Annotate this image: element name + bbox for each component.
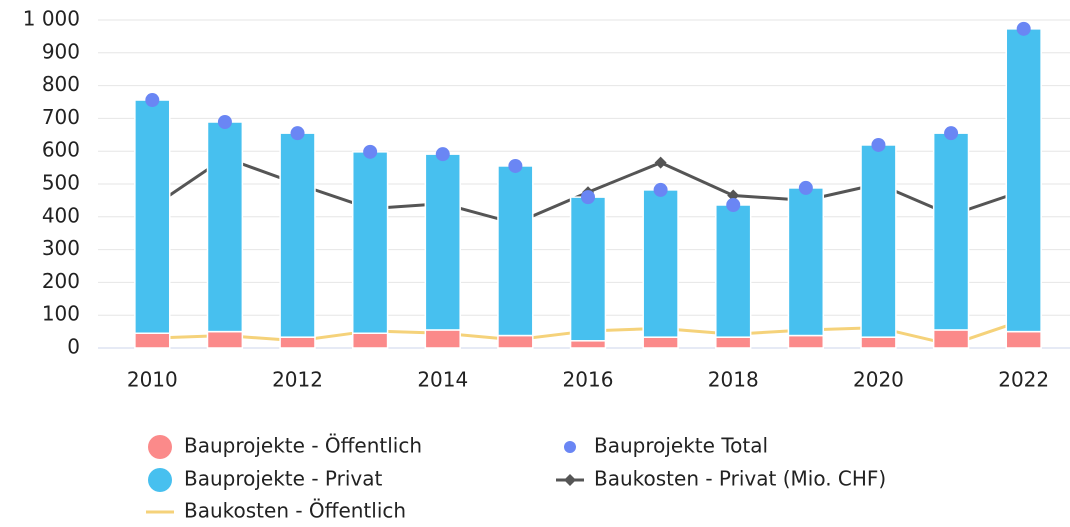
- bar: [715, 336, 752, 349]
- x-tick-label: 2018: [708, 368, 759, 392]
- bar: [279, 336, 316, 349]
- total-dot: [1016, 21, 1031, 36]
- bar: [134, 99, 171, 334]
- y-tick-label: 600: [42, 138, 80, 162]
- total-dot: [435, 147, 450, 162]
- x-tick-label: 2020: [853, 368, 904, 392]
- legend-marker: [148, 468, 172, 492]
- x-tick-label: 2016: [563, 368, 614, 392]
- total-dot: [363, 144, 378, 159]
- total-dot: [145, 93, 160, 108]
- bar: [1005, 330, 1042, 349]
- y-tick-label: 300: [42, 236, 80, 260]
- x-tick-label: 2012: [272, 368, 323, 392]
- legend-marker: [564, 441, 576, 453]
- total-dot: [798, 180, 813, 195]
- bar: [932, 132, 970, 331]
- x-tick-label: 2022: [998, 368, 1049, 392]
- y-tick-label: 200: [42, 269, 80, 293]
- total-dot: [508, 158, 523, 173]
- legend-marker: [564, 474, 576, 486]
- line-marker: [727, 189, 740, 202]
- bar: [569, 340, 607, 349]
- bar: [787, 334, 825, 349]
- bar: [351, 332, 389, 349]
- bar: [206, 330, 244, 349]
- y-tick-label: 0: [67, 335, 80, 359]
- bar: [569, 196, 607, 342]
- bar: [279, 132, 316, 338]
- legend-label: Bauprojekte Total: [594, 434, 768, 458]
- bar: [497, 165, 534, 337]
- bar: [642, 189, 679, 338]
- bar: [351, 151, 389, 334]
- y-tick-label: 700: [42, 105, 80, 129]
- bar: [134, 332, 171, 349]
- y-tick-label: 900: [42, 39, 80, 63]
- y-tick-label: 800: [42, 72, 80, 96]
- legend-marker: [148, 435, 172, 459]
- total-dot: [871, 137, 886, 152]
- y-tick-label: 100: [42, 302, 80, 326]
- y-tick-label: 1 000: [23, 7, 80, 31]
- bar: [497, 334, 534, 349]
- legend-label: Baukosten - Öffentlich: [184, 499, 406, 523]
- bar: [860, 336, 897, 349]
- total-dot: [653, 182, 668, 197]
- bar: [1005, 28, 1042, 333]
- y-tick-label: 400: [42, 203, 80, 227]
- bar: [424, 329, 461, 349]
- total-dot: [290, 126, 305, 141]
- y-tick-label: 500: [42, 171, 80, 195]
- legend-label: Bauprojekte - Öffentlich: [184, 434, 422, 458]
- total-dot: [217, 115, 232, 130]
- bar: [932, 329, 970, 349]
- x-tick-label: 2010: [127, 368, 178, 392]
- bar: [424, 153, 461, 331]
- bar: [206, 121, 244, 333]
- x-tick-label: 2014: [417, 368, 468, 392]
- total-dot: [726, 197, 741, 212]
- line-marker: [654, 156, 667, 169]
- bar: [787, 187, 825, 337]
- legend-label: Bauprojekte - Privat: [184, 467, 382, 491]
- bar: [642, 336, 679, 349]
- bar: [860, 144, 897, 338]
- bar: [715, 204, 752, 338]
- total-dot: [944, 126, 959, 141]
- legend-label: Baukosten - Privat (Mio. CHF): [594, 467, 886, 491]
- total-dot: [581, 190, 595, 205]
